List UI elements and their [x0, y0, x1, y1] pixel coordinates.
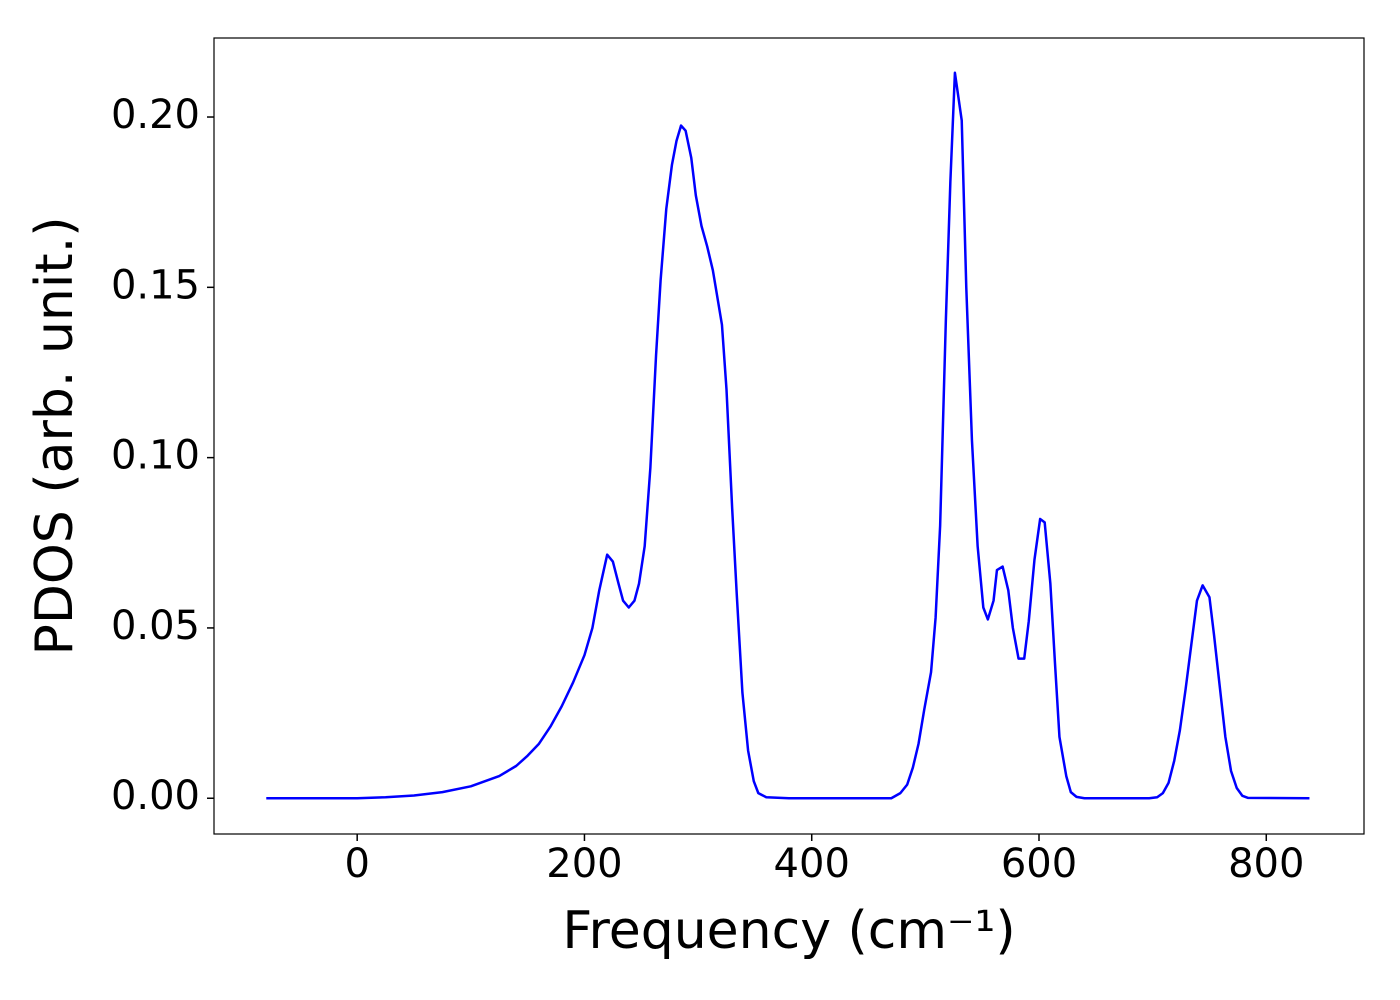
- x-tick-label: 0: [344, 841, 369, 887]
- y-tick-label: 0.05: [111, 603, 200, 649]
- y-axis-label: PDOS (arb. unit.): [25, 216, 85, 655]
- y-tick-label: 0.15: [111, 262, 200, 308]
- y-tick-label: 0.10: [111, 433, 200, 479]
- x-axis-label: Frequency (cm⁻¹): [562, 901, 1015, 961]
- plot-frame: [213, 37, 1365, 835]
- x-tick-label: 800: [1228, 841, 1304, 887]
- line-series: [266, 71, 1310, 800]
- x-tick-label: 400: [774, 841, 850, 887]
- x-tick-label: 200: [546, 841, 622, 887]
- x-tick-label: 600: [1001, 841, 1077, 887]
- y-tick-label: 0.00: [111, 773, 200, 819]
- y-tick-label: 0.20: [111, 92, 200, 138]
